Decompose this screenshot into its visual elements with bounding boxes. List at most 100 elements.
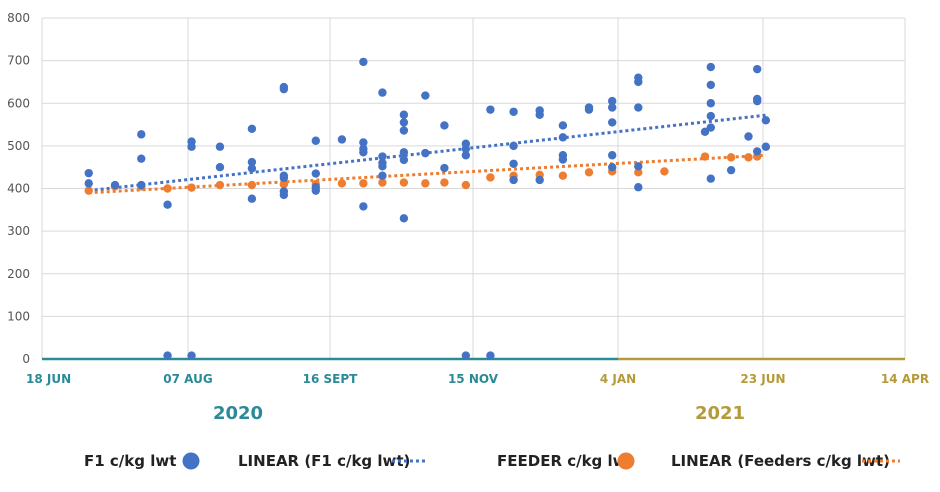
f1-data-point xyxy=(137,130,146,139)
f1-data-point xyxy=(558,133,568,142)
f1-data-point xyxy=(378,162,387,171)
f1-data-point xyxy=(744,132,753,141)
trendlines xyxy=(88,113,767,195)
feeder-data-point xyxy=(378,178,387,187)
f1-data-point xyxy=(359,148,368,157)
f1-data-point xyxy=(761,116,771,125)
f1-data-point xyxy=(311,169,320,178)
feeder-data-point xyxy=(700,152,710,161)
f1-data-point xyxy=(84,168,93,178)
f1-data-point xyxy=(509,107,518,116)
f1-data-point xyxy=(634,77,643,87)
f1-data-point xyxy=(584,105,594,114)
f1-data-point xyxy=(706,111,715,121)
f1-data-point xyxy=(399,148,409,157)
feeder-data-point xyxy=(399,178,409,187)
feeder-data-point xyxy=(486,173,495,182)
f1-data-point xyxy=(247,194,257,203)
x-tick-label: 23 JUN xyxy=(740,372,785,386)
legend-label: F1 c/kg lwt xyxy=(84,452,176,470)
f1-data-point xyxy=(359,138,368,147)
f1-data-point xyxy=(378,152,387,161)
f1-data-point xyxy=(337,135,347,144)
f1-data-point xyxy=(706,174,715,183)
f1-data-point xyxy=(461,144,471,154)
f1-data-point xyxy=(558,121,568,130)
f1-data-point xyxy=(215,142,225,151)
f1-data-point xyxy=(187,142,196,151)
f1-data-point xyxy=(558,155,568,164)
f1-data-point xyxy=(608,96,617,106)
f1-data-point xyxy=(421,148,430,158)
year-labels: 2020 2021 xyxy=(213,403,745,424)
f1-data-point xyxy=(509,175,518,185)
legend-label: LINEAR (F1 c/kg lwt) xyxy=(238,452,410,470)
feeder-data-point xyxy=(163,184,172,193)
legend-marker-f1 xyxy=(182,452,200,470)
feeder-data-point xyxy=(84,186,93,195)
legend-label: LINEAR (Feeders c/kg lwt) xyxy=(671,452,890,470)
f1-data-point xyxy=(509,141,518,151)
feeder-data-point xyxy=(421,179,430,188)
feeder-data-point xyxy=(440,178,449,187)
x-tick-label: 4 JAN xyxy=(600,372,636,386)
f1-data-point xyxy=(399,155,409,165)
feeder-data-point xyxy=(558,171,568,180)
y-tick-label: 700 xyxy=(7,54,30,68)
f1-data-point xyxy=(608,103,617,112)
legend-marker-feeder xyxy=(617,452,635,470)
x-axis-ticks: 18 JUN 07 AUG 16 SEPT 15 NOV 4 JAN 23 JUN 14 A… xyxy=(26,372,929,386)
f1-data-point xyxy=(399,118,409,127)
f1-data-point xyxy=(279,84,289,94)
f1-data-point xyxy=(399,110,409,119)
f1-data-point xyxy=(608,151,617,160)
feeder-data-point xyxy=(187,183,196,192)
f1-data-point xyxy=(311,136,320,145)
f1-data-point xyxy=(163,351,172,360)
f1-data-point xyxy=(399,126,409,135)
data-points xyxy=(84,57,771,360)
feeder-data-point xyxy=(461,180,471,190)
f1-data-point xyxy=(247,124,257,134)
f1-data-point xyxy=(137,180,146,190)
grid-lines xyxy=(41,17,906,359)
y-tick-label: 500 xyxy=(7,139,30,153)
y-tick-label: 600 xyxy=(7,96,30,110)
x-tick-label: 18 JUN xyxy=(26,372,71,386)
f1-data-point xyxy=(359,202,368,211)
f1-data-point xyxy=(279,190,289,200)
f1-data-point xyxy=(706,62,715,72)
f1-data-point xyxy=(535,110,544,119)
f1-data-point xyxy=(753,64,762,74)
f1-data-point xyxy=(634,183,643,192)
y-tick-label: 100 xyxy=(7,309,30,323)
feeder-data-point xyxy=(337,179,347,188)
f1-data-point xyxy=(311,186,320,195)
f1-data-point xyxy=(247,157,257,167)
f1-data-point xyxy=(247,164,257,173)
f1-data-point xyxy=(440,121,449,130)
x-tick-label: 16 SEPT xyxy=(303,372,359,386)
f1-data-point xyxy=(399,214,409,223)
feeder-data-point xyxy=(634,168,643,177)
y-tick-label: 400 xyxy=(7,182,30,196)
legend-label: FEEDER c/kg lwt xyxy=(497,452,634,470)
f1-data-point xyxy=(215,162,225,172)
f1-data-point xyxy=(706,80,715,90)
f1-data-point xyxy=(461,151,471,160)
y-tick-label: 0 xyxy=(22,352,30,366)
x-tick-label: 15 NOV xyxy=(448,372,499,386)
f1-data-point xyxy=(726,165,736,175)
legend: F1 c/kg lwt LINEAR (F1 c/kg lwt) FEEDER c/… xyxy=(84,452,900,470)
f1-data-point xyxy=(84,179,93,188)
feeder-data-point xyxy=(726,153,736,162)
f1-data-point xyxy=(608,162,617,172)
f1-data-point xyxy=(279,173,289,183)
feeder-data-point xyxy=(215,180,225,190)
f1-data-point xyxy=(378,88,387,97)
x-tick-label: 07 AUG xyxy=(163,372,212,386)
feeder-data-point xyxy=(584,168,594,177)
f1-data-point xyxy=(461,351,471,360)
f1-data-point xyxy=(163,200,172,209)
